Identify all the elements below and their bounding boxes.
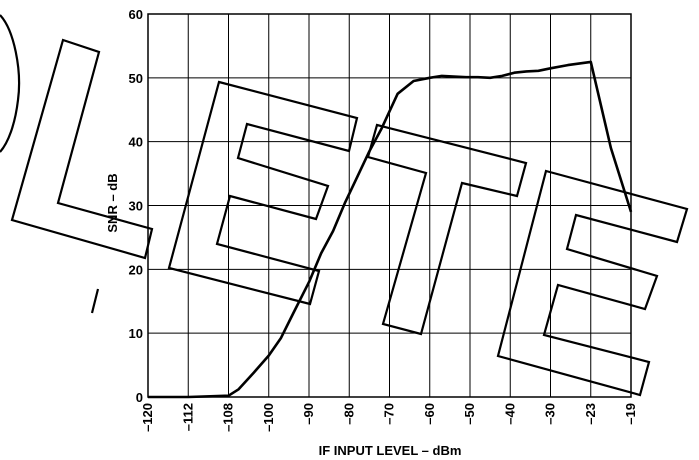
x-tick-label: –60 xyxy=(422,403,437,425)
y-tick-label: 20 xyxy=(129,262,143,277)
x-tick-label: –112 xyxy=(180,403,195,431)
x-tick-label: –40 xyxy=(502,403,517,425)
x-tick-label: –100 xyxy=(261,403,276,432)
snr-curve xyxy=(148,60,633,399)
axes: –120 –112 –108 –100 –90 –80 –70 –60 –50 –40 –30 –23… xyxy=(129,7,638,432)
x-tick-label: –19 xyxy=(623,403,638,425)
watermark-arc xyxy=(0,14,21,153)
x-tick-label: –108 xyxy=(221,403,236,432)
y-tick-label: 10 xyxy=(129,326,143,341)
data-series xyxy=(148,60,633,399)
watermark-tick-mark xyxy=(90,288,100,314)
y-axis-title: SNR – dB xyxy=(105,173,120,232)
x-tick-label: –70 xyxy=(382,403,397,425)
watermark-letter-l xyxy=(10,38,154,260)
x-axis-title: IF INPUT LEVEL – dBm xyxy=(319,443,462,458)
y-tick-label: 60 xyxy=(129,7,143,22)
x-tick-label: –50 xyxy=(462,403,477,425)
x-tick-label: –30 xyxy=(543,403,558,425)
y-tick-label: 50 xyxy=(129,71,143,86)
deleted-watermark xyxy=(0,14,689,397)
watermark-letter-e2 xyxy=(496,169,689,397)
x-tick-label: –23 xyxy=(583,403,598,425)
plot-frame xyxy=(147,13,632,398)
watermark-letter-t xyxy=(366,123,528,336)
y-tick-label: 40 xyxy=(129,135,143,150)
y-tick-label: 30 xyxy=(129,199,143,214)
y-tick-label: 0 xyxy=(136,390,143,405)
watermark-letter-e1 xyxy=(167,80,359,306)
x-tick-label: –90 xyxy=(301,403,316,425)
x-tick-label: –120 xyxy=(140,403,155,432)
x-tick-label: –80 xyxy=(341,403,356,425)
